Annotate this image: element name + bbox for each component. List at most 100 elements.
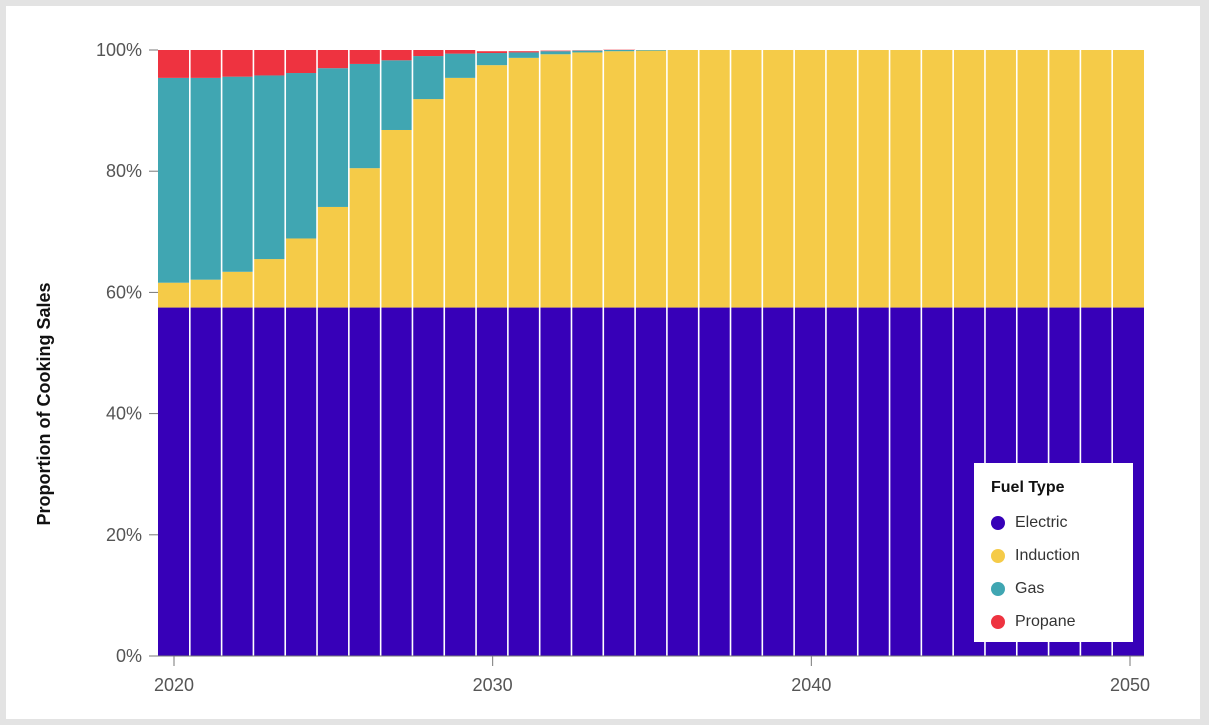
bar-segment-electric-2022 [221, 307, 254, 656]
bar-segment-induction-2028 [412, 99, 445, 308]
bar-segment-gas-2035 [635, 50, 667, 51]
bar-segment-induction-2047 [1016, 50, 1049, 308]
bar-segment-electric-2038 [730, 307, 763, 656]
bar-segment-induction-2023 [253, 259, 286, 308]
bar-segment-gas-2028 [412, 56, 445, 100]
bar-segment-gas-2022 [221, 76, 254, 272]
bar-segment-electric-2035 [635, 307, 667, 656]
x-tick-label: 2030 [473, 675, 513, 695]
bar-segment-electric-2028 [412, 307, 445, 656]
bar-segment-electric-2027 [380, 307, 413, 656]
bar-segment-induction-2045 [953, 50, 985, 308]
bar-segment-propane-2021 [189, 50, 222, 78]
legend-swatch-icon [991, 614, 1005, 629]
legend-item: Induction [991, 539, 1133, 572]
bar-segment-induction-2033 [571, 52, 604, 308]
chart-svg: 0% 20% 40% 60% 80% 100% 2020 2030 2040 2050 Propo… [34, 40, 1150, 695]
bar-segment-electric-2023 [253, 307, 286, 656]
bar-segment-induction-2043 [889, 50, 922, 308]
bar-segment-electric-2030 [476, 307, 508, 656]
legend-swatch-icon [991, 515, 1005, 530]
bar-segment-gas-2021 [189, 77, 222, 280]
legend-label: Electric [1015, 513, 1068, 531]
bar-segment-gas-2025 [317, 68, 349, 207]
x-tick-label: 2050 [1110, 675, 1150, 695]
bar-segment-induction-2030 [476, 65, 508, 308]
bar-segment-electric-2021 [189, 307, 222, 656]
bar-segment-propane-2022 [221, 50, 254, 77]
bar-segment-propane-2030 [476, 51, 508, 54]
bar-segment-propane-2025 [317, 50, 349, 69]
bar-segment-electric-2044 [921, 307, 954, 656]
bar-segment-gas-2026 [348, 63, 381, 169]
bar-segment-gas-2027 [380, 60, 413, 130]
bar-segment-gas-2023 [253, 75, 286, 260]
bar-segment-gas-2032 [539, 51, 572, 55]
bar-segment-induction-2038 [730, 50, 763, 308]
bar-segment-induction-2027 [380, 129, 413, 308]
legend-item: Electric [991, 506, 1133, 539]
bar-segment-gas-2020 [158, 77, 190, 283]
x-tick-label: 2040 [791, 675, 831, 695]
axes-layer: 0% 20% 40% 60% 80% 100% 2020 2030 2040 2050 [96, 40, 1150, 695]
bar-segment-gas-2031 [507, 52, 540, 58]
bar-segment-electric-2024 [285, 307, 318, 656]
bar-segment-electric-2039 [762, 307, 795, 656]
bar-segment-propane-2023 [253, 50, 286, 76]
bar-segment-propane-2027 [380, 50, 413, 61]
bar-segment-gas-2033 [571, 50, 604, 53]
legend-swatch-icon [991, 548, 1005, 563]
y-tick-label: 20% [106, 525, 142, 545]
bar-segment-induction-2025 [317, 206, 349, 308]
bar-segment-propane-2028 [412, 50, 445, 57]
bar-segment-induction-2041 [825, 50, 858, 308]
bar-segment-induction-2026 [348, 168, 381, 308]
bar-segment-propane-2031 [507, 51, 540, 53]
bar-segment-electric-2031 [507, 307, 540, 656]
bar-segment-electric-2034 [603, 307, 636, 656]
y-axis-title: Proportion of Cooking Sales [34, 282, 54, 525]
y-tick-label: 80% [106, 161, 142, 181]
bar-segment-propane-2024 [285, 50, 318, 74]
y-tick-label: 60% [106, 282, 142, 302]
bar-segment-electric-2029 [444, 307, 477, 656]
bar-segment-induction-2032 [539, 54, 572, 308]
legend-item: Propane [991, 605, 1133, 638]
y-tick-label: 40% [106, 404, 142, 424]
bar-segment-propane-2029 [444, 50, 477, 54]
bar-segment-electric-2020 [158, 307, 190, 656]
bar-segment-induction-2020 [158, 282, 190, 308]
bar-segment-electric-2032 [539, 307, 572, 656]
bar-segment-induction-2034 [603, 51, 636, 308]
legend-label: Induction [1015, 546, 1080, 564]
bar-segment-induction-2039 [762, 50, 795, 308]
chart-card: 0% 20% 40% 60% 80% 100% 2020 2030 2040 2050 Propo… [6, 6, 1200, 719]
bar-segment-induction-2031 [507, 57, 540, 308]
y-tick-label: 0% [116, 646, 142, 666]
bar-segment-induction-2029 [444, 77, 477, 308]
legend-items: Electric Induction Gas Propane [991, 506, 1133, 638]
bar-segment-induction-2048 [1048, 50, 1081, 308]
bar-segment-induction-2021 [189, 279, 222, 308]
bar-segment-electric-2042 [857, 307, 890, 656]
x-tick-label: 2020 [154, 675, 194, 695]
legend-label: Propane [1015, 612, 1076, 630]
legend: Fuel Type Electric Induction Gas Propane [974, 463, 1133, 642]
bar-segment-electric-2025 [317, 307, 349, 656]
bar-segment-propane-2026 [348, 50, 381, 64]
bar-segment-electric-2040 [794, 307, 826, 656]
bar-segment-induction-2037 [698, 50, 731, 308]
bar-segment-induction-2022 [221, 271, 254, 308]
bar-segment-induction-2035 [635, 50, 667, 308]
bar-segment-electric-2036 [666, 307, 699, 656]
bar-segment-gas-2030 [476, 53, 508, 66]
bars-layer [158, 49, 1144, 656]
bar-segment-propane-2020 [158, 50, 190, 78]
bar-segment-electric-2037 [698, 307, 731, 656]
bar-segment-electric-2043 [889, 307, 922, 656]
bar-segment-induction-2024 [285, 238, 318, 308]
bar-segment-gas-2024 [285, 73, 318, 239]
y-tick-label: 100% [96, 40, 142, 60]
bar-segment-induction-2044 [921, 50, 954, 308]
legend-title: Fuel Type [991, 479, 1065, 496]
